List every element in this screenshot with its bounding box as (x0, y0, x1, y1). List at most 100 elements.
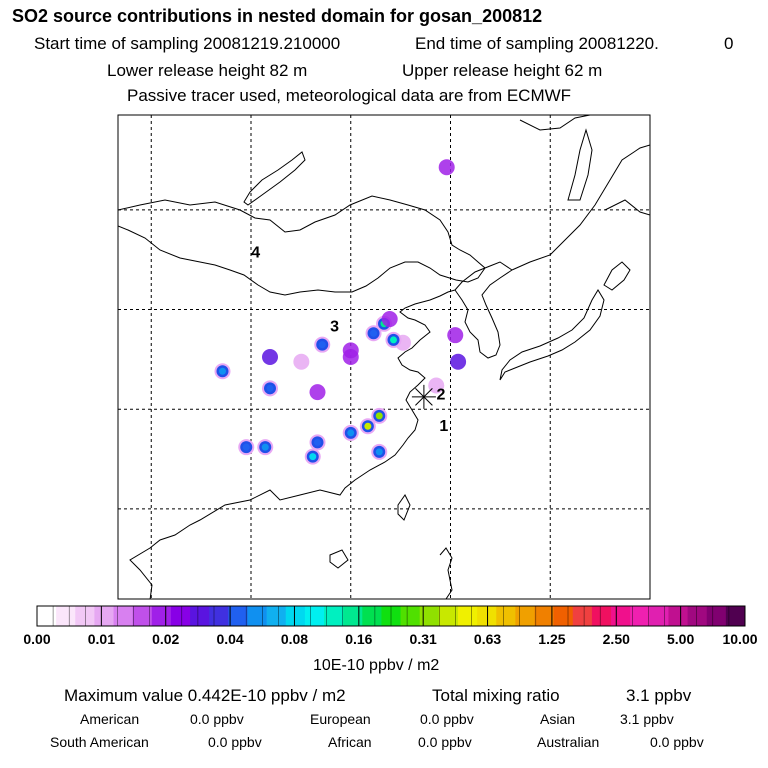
plume-patch (381, 311, 398, 328)
colorbar-swatch (630, 606, 650, 626)
okhotsk-coastline (519, 115, 591, 131)
colorbar-tick-label: 0.63 (473, 631, 502, 647)
region-label: 1 (439, 418, 448, 435)
korea-border (454, 261, 513, 291)
plume-patch (293, 353, 310, 370)
region-name: American (80, 711, 140, 727)
plume-core (375, 412, 383, 420)
colorbar-swatch (304, 606, 325, 626)
colorbar-tick-label: 0.31 (409, 631, 437, 647)
region-name: South American (50, 734, 149, 750)
colorbar-tick-label: 10.00 (722, 631, 758, 647)
maximum-value: Maximum value 0.442E-10 ppbv / m2 (64, 686, 346, 705)
plume-core (219, 367, 226, 375)
colorbar-swatch (228, 606, 248, 626)
start-time: Start time of sampling 20081219.210000 (34, 34, 341, 53)
plume-patch (438, 159, 455, 176)
plume-patch (342, 349, 359, 365)
colorbar-swatch (285, 606, 306, 626)
colorbar-swatch (266, 606, 287, 626)
chart-title: SO2 source contributions in nested domai… (12, 6, 543, 26)
mongolia-border (118, 195, 486, 296)
region-name: African (328, 734, 372, 750)
taiwan-coastline (397, 494, 411, 521)
colorbar-tick-label: 0.08 (280, 631, 309, 647)
end-time-suffix: 0 (724, 34, 734, 53)
region-name: Australian (537, 734, 600, 750)
colorbar-swatch (572, 606, 593, 626)
plume-core (242, 443, 250, 451)
region-value: 0.0 ppbv (208, 734, 262, 750)
plume-patch (309, 384, 326, 401)
colorbar-swatch (515, 606, 536, 626)
hainan-coastline (329, 549, 349, 569)
receptor-marker (411, 384, 436, 409)
plume-core (347, 429, 355, 437)
colorbar (36, 605, 746, 627)
russia-coastline (511, 144, 650, 271)
baikal-coastline (243, 151, 306, 206)
region-name: European (310, 711, 371, 727)
plume-patch (447, 327, 464, 344)
japan-coastline (499, 289, 605, 381)
coastlines (118, 115, 650, 599)
colorbar-swatch (381, 606, 402, 626)
colorbar-swatch (209, 606, 229, 626)
colorbar-tick-label: 0.02 (152, 631, 180, 647)
colorbar-swatch (324, 606, 344, 626)
colorbar-tick-label: 1.25 (538, 631, 566, 647)
colorbar-swatch (400, 606, 421, 626)
colorbar-unit: 10E-10 ppbv / m2 (313, 657, 440, 674)
hokkaido-coastline (603, 261, 631, 291)
colorbar-swatch (113, 606, 134, 626)
colorbar-swatch (611, 606, 631, 626)
colorbar-swatch (170, 606, 191, 626)
colorbar-tick-label: 5.00 (667, 631, 695, 647)
colorbar-swatch (725, 606, 746, 626)
region-label: 2 (437, 387, 446, 404)
plume-patch (262, 349, 278, 365)
receptor-star-ray (415, 388, 433, 406)
region-value: 0.0 ppbv (420, 711, 474, 727)
colorbar-swatch (457, 606, 478, 626)
plume-patch (428, 377, 445, 394)
colorbar-swatch (190, 606, 210, 626)
sakhalin-coastline (567, 128, 593, 201)
colorbar-tick-label: 0.00 (23, 631, 51, 647)
colorbar-swatch (496, 606, 516, 626)
colorbar-swatch (56, 606, 76, 626)
plume-core (309, 453, 317, 461)
tracer-note: Passive tracer used, meteorological data… (127, 86, 572, 105)
colorbar-swatch (668, 606, 689, 626)
region-value: 3.1 ppbv (620, 711, 674, 727)
region-value: 0.0 ppbv (190, 711, 244, 727)
korea-coastline (454, 269, 513, 359)
concentration-field (214, 159, 467, 465)
colorbar-swatch (247, 606, 268, 626)
region-labels: 1 2 3 4 (251, 244, 448, 435)
colorbar-swatch (687, 606, 708, 626)
colorbar-swatch (553, 606, 574, 626)
colorbar-swatch (132, 606, 153, 626)
total-mixing-value: 3.1 ppbv (626, 686, 692, 705)
plume-core (318, 341, 326, 349)
colorbar-swatch (438, 606, 459, 626)
lat-lon-grid (118, 115, 650, 599)
colorbar-swatch (591, 606, 612, 626)
region-label: 3 (330, 318, 339, 335)
colorbar-swatch (706, 606, 727, 626)
plume-core (370, 329, 378, 337)
plume-core (314, 438, 321, 446)
china-coastline (129, 289, 456, 599)
colorbar-swatch (37, 606, 57, 626)
region-value: 0.0 ppbv (418, 734, 472, 750)
colorbar-tick-label: 0.01 (87, 631, 115, 647)
colorbar-tick-label: 0.04 (216, 631, 244, 647)
lower-release-height: Lower release height 82 m (107, 61, 308, 80)
colorbar-tick-label: 0.16 (345, 631, 373, 647)
colorbar-tick-label: 2.50 (602, 631, 630, 647)
plume-patch (450, 353, 467, 370)
colorbar-swatch (477, 606, 497, 626)
end-time: End time of sampling 20081220. (415, 34, 659, 53)
